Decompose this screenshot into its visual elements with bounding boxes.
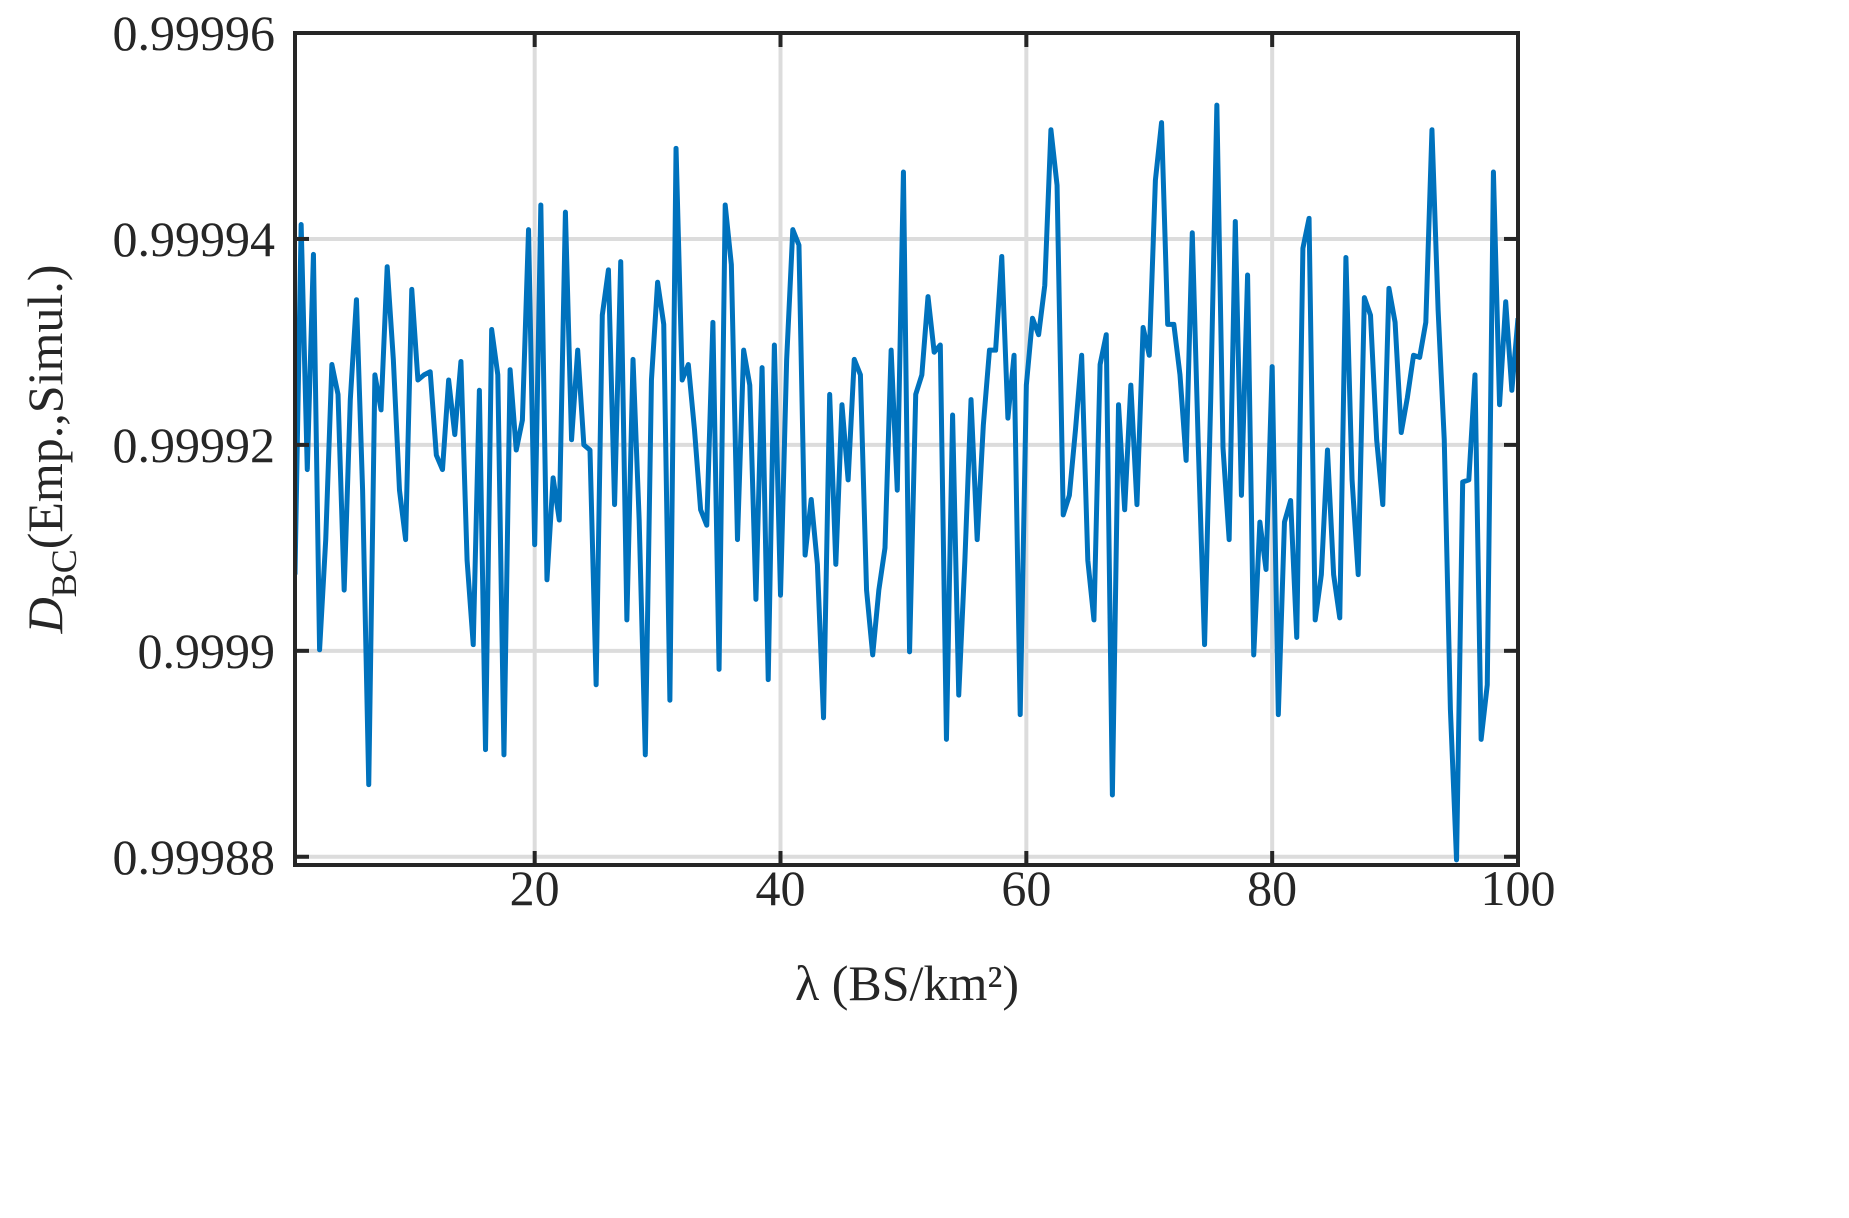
plot-area <box>295 102 1518 863</box>
x-tick-label: 60 <box>1001 860 1051 916</box>
y-tick-label: 0.99996 <box>113 5 276 61</box>
axes-box <box>293 31 1520 867</box>
y-label-rest: (Emp.,Simul.) <box>17 265 73 550</box>
x-axis-label: λ (BS/km²) <box>795 955 1019 1011</box>
y-tick-label: 0.9999 <box>138 623 276 679</box>
y-tick-label: 0.99988 <box>113 829 276 885</box>
x-tick-label: 80 <box>1247 860 1297 916</box>
ticks: 20 40 60 80 100 0.99988 0.9999 0.99992 0.99994 0.… <box>113 5 1556 916</box>
y-label-subscript: BC <box>44 549 84 597</box>
y-tick-label: 0.99994 <box>113 211 276 267</box>
x-tick-label: 100 <box>1481 860 1556 916</box>
y-label-symbol: D <box>17 597 73 634</box>
y-axis-label: DBC(Emp.,Simul.) <box>17 265 84 635</box>
y-tick-label: 0.99992 <box>113 417 276 473</box>
x-tick-label: 20 <box>510 860 560 916</box>
data-line <box>295 102 1518 863</box>
x-tick-label: 40 <box>756 860 806 916</box>
